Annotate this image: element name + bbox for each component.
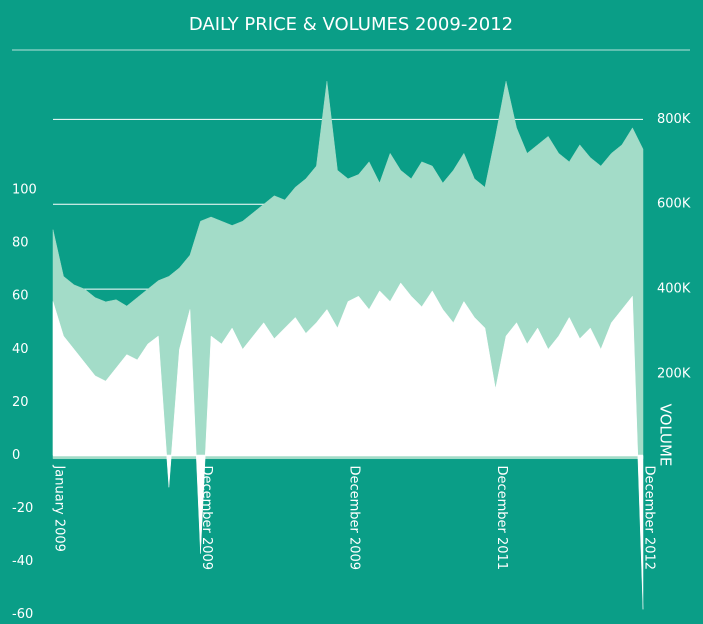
plot-area [52, 81, 644, 610]
chart-title: DAILY PRICE & VOLUMES 2009-2012 [189, 14, 513, 35]
y2-tick-label: 400K [657, 282, 691, 297]
y2-tick-label: 800K [657, 112, 691, 127]
y2-axis-label: VOLUME [657, 404, 675, 467]
y-tick-label: 40 [12, 342, 29, 357]
x-tick-label: December 2011 [494, 465, 509, 570]
x-tick-label: December 2009 [199, 465, 214, 570]
y-tick-label: -20 [12, 501, 33, 516]
y-tick-label: 80 [12, 236, 29, 251]
x-tick-label: December 2009 [347, 465, 362, 570]
y2-tick-label: 600K [657, 197, 691, 212]
x-tick-label: January 2009 [52, 464, 67, 551]
y-tick-label: 20 [12, 395, 29, 410]
area [52, 81, 644, 460]
y-tick-label: 0 [12, 448, 20, 463]
y2-tick-label: 200K [657, 366, 691, 381]
y-tick-label: -60 [12, 607, 33, 622]
x-tick-label: December 2012 [642, 465, 657, 570]
y-tick-label: 100 [12, 183, 37, 198]
y-tick-label: -40 [12, 554, 33, 569]
y-tick-label: 60 [12, 289, 29, 304]
area [52, 282, 644, 610]
